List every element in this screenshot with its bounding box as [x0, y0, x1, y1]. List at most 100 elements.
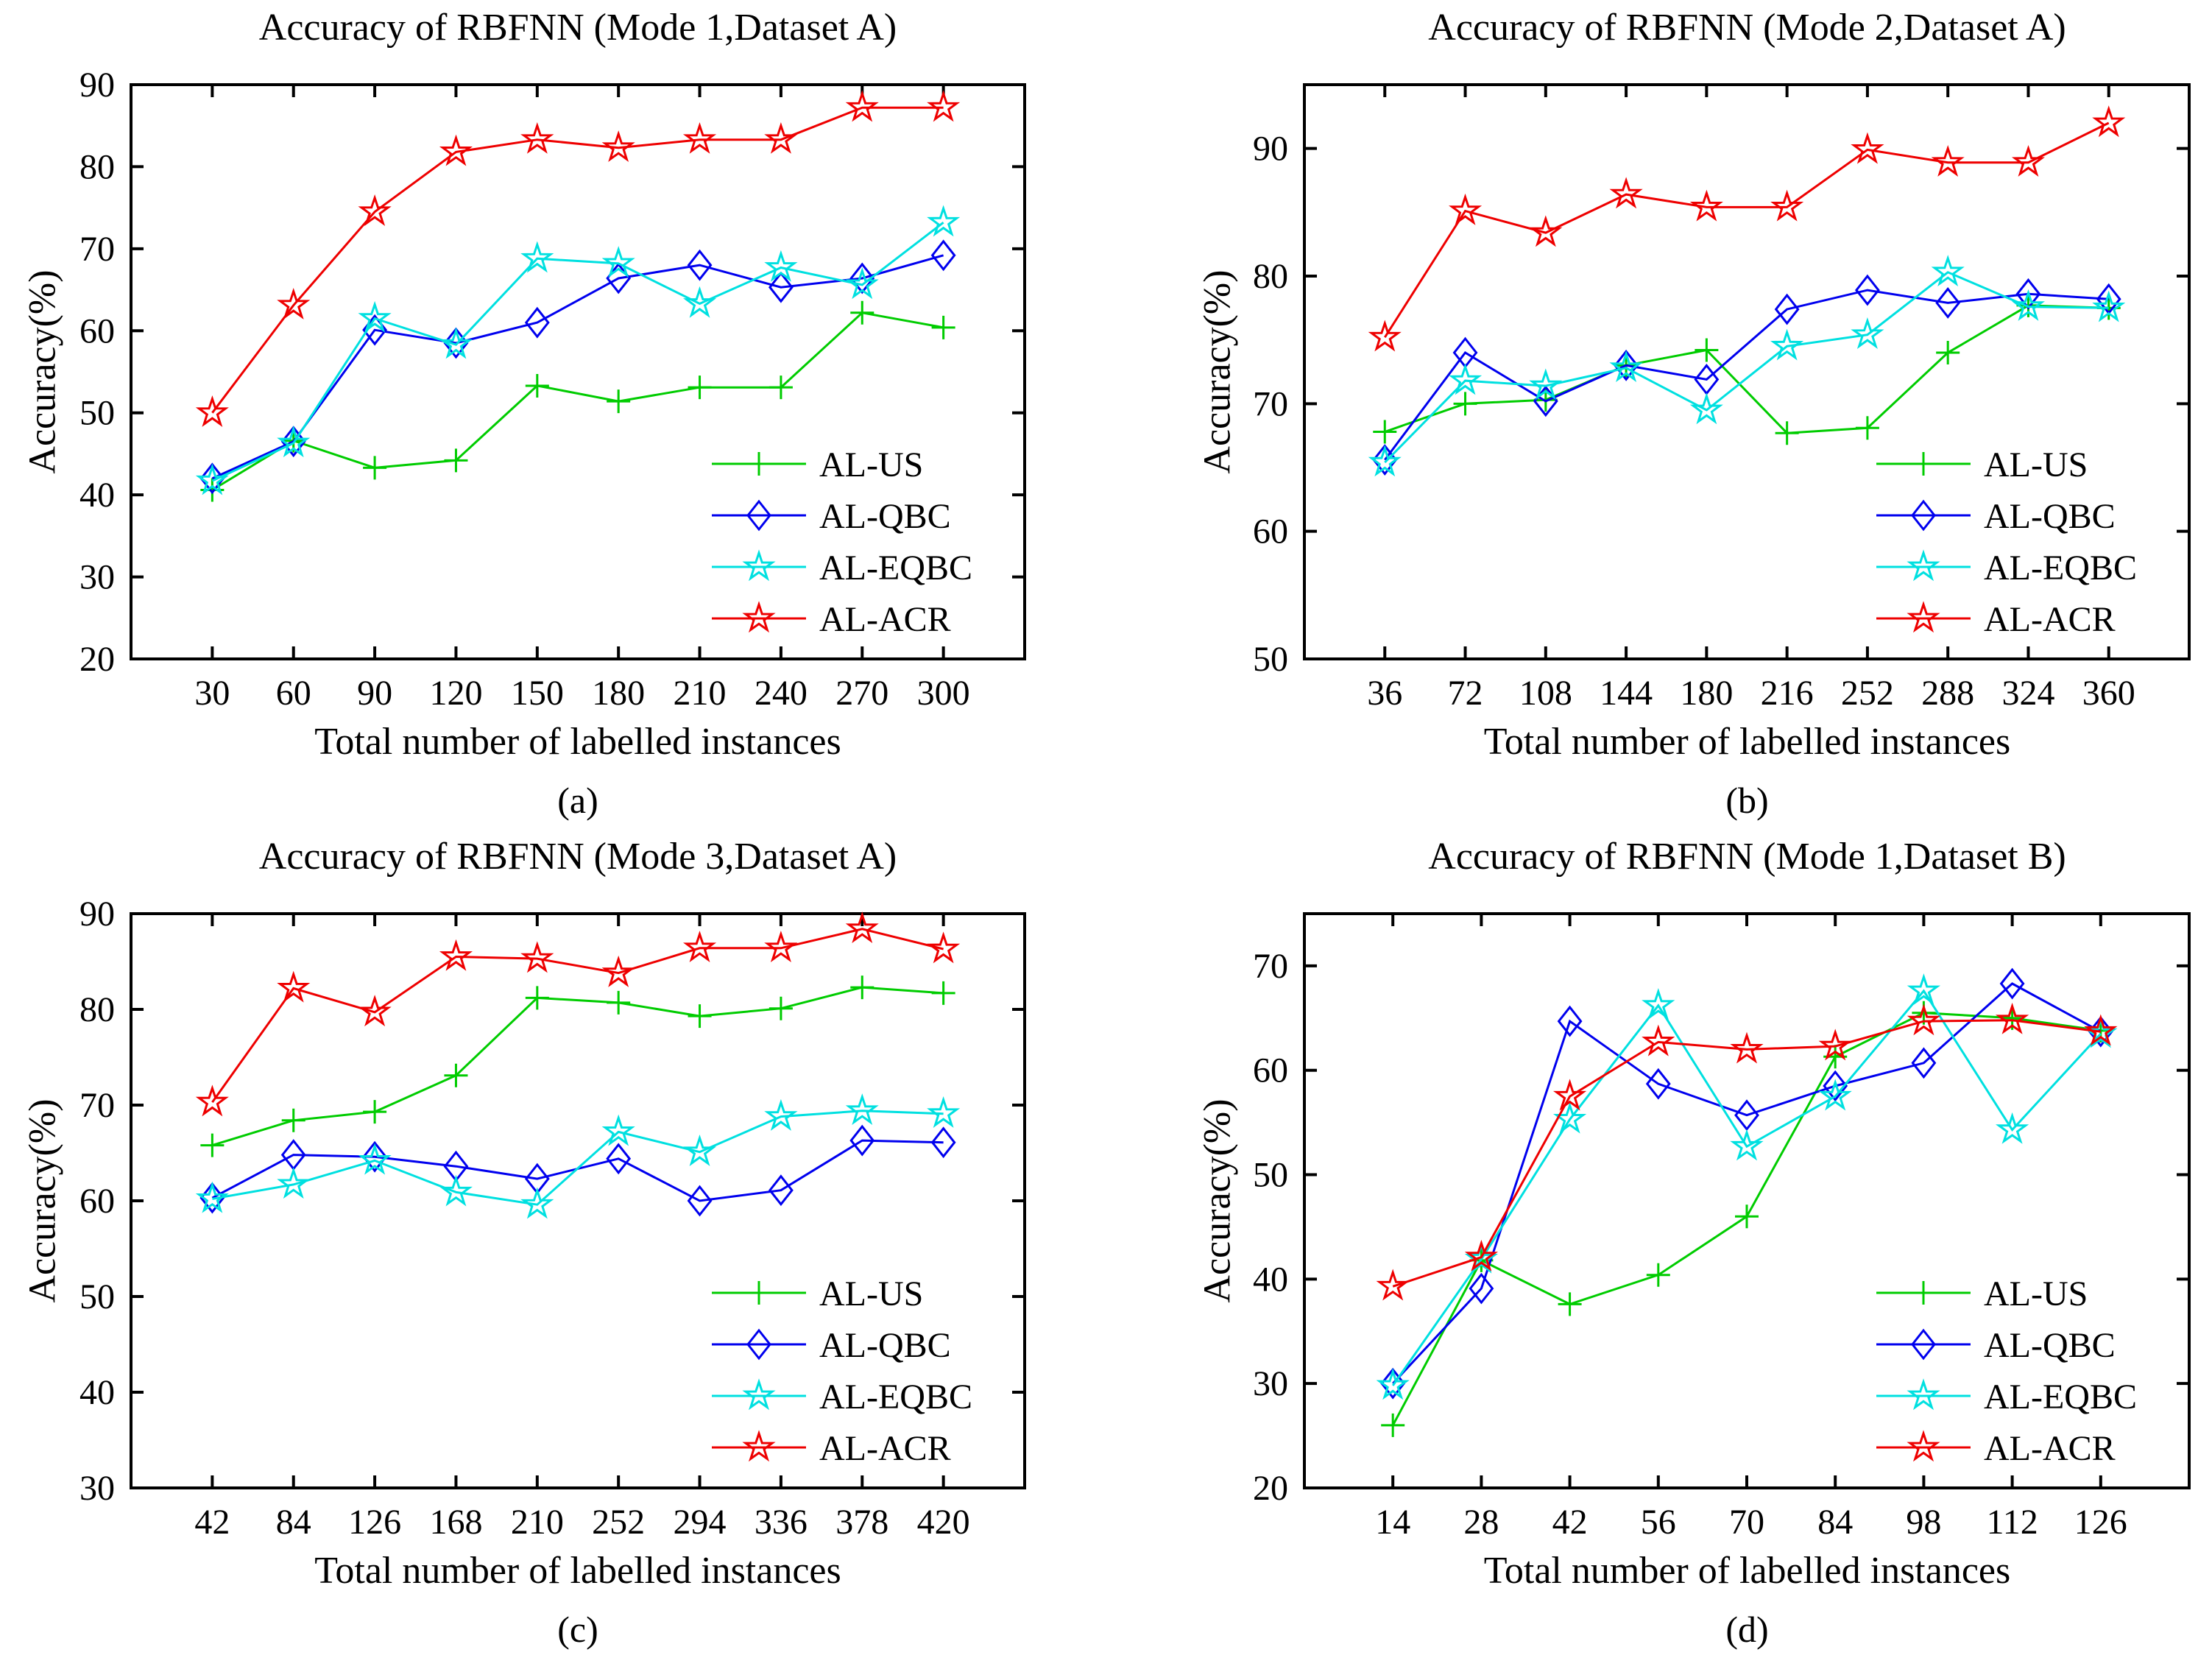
y-tick-label: 80: [1253, 257, 1288, 296]
pentagram-marker: [1730, 1129, 1764, 1161]
x-tick-label: 336: [755, 1503, 808, 1542]
plus-marker: [607, 990, 631, 1015]
x-tick-label: 168: [429, 1503, 482, 1542]
plus-marker: [688, 375, 712, 400]
diamond-marker: [606, 1143, 632, 1175]
pentagram-marker: [2011, 289, 2045, 321]
chart-c-title: Accuracy of RBFNN (Mode 3,Dataset A): [258, 836, 897, 878]
legend-label-al-acr: AL-ACR: [819, 1429, 951, 1468]
x-tick-label: 294: [674, 1503, 727, 1542]
x-tick-label: 252: [1841, 674, 1894, 713]
y-tick-label: 50: [79, 394, 115, 433]
pentagram-marker: [1609, 177, 1643, 209]
chart-a-y-axis-label: Accuracy(%): [21, 269, 64, 474]
y-tick-label: 20: [1253, 1469, 1288, 1508]
series-line-al-acr: [211, 106, 944, 414]
pentagram-marker: [1689, 189, 1723, 222]
pentagram-marker: [439, 327, 473, 359]
plus-marker: [444, 1063, 468, 1087]
series-line-al-eqbc: [1384, 271, 2109, 464]
x-tick-label: 180: [592, 674, 645, 713]
pentagram-marker: [439, 1174, 473, 1207]
pentagram-marker: [1730, 1031, 1764, 1064]
diamond-marker: [1854, 274, 1880, 306]
series-line-al-qbc: [1392, 982, 2102, 1385]
plus-marker: [688, 1004, 712, 1029]
plus-marker: [363, 456, 387, 480]
pentagram-marker: [1368, 320, 1402, 352]
x-tick-label: 210: [674, 674, 727, 713]
plus-marker: [525, 373, 549, 398]
diamond-marker: [1614, 349, 1639, 381]
plus-marker: [200, 1133, 225, 1157]
diamond-marker: [849, 1124, 875, 1157]
x-tick-label: 120: [429, 674, 482, 713]
plus-marker: [607, 389, 631, 414]
pentagram-marker: [520, 121, 554, 154]
pentagram-marker: [764, 931, 798, 963]
y-tick-label: 40: [1253, 1260, 1288, 1299]
plus-marker: [1775, 421, 1799, 445]
x-tick-label: 112: [1986, 1503, 2038, 1542]
pentagram-marker: [601, 246, 635, 278]
pentagram-marker: [764, 121, 798, 154]
x-tick-label: 360: [2082, 674, 2135, 713]
pentagram-marker: [1818, 1029, 1852, 1061]
pentagram-marker: [2011, 144, 2045, 177]
pentagram-marker: [764, 250, 798, 282]
y-tick-label: 90: [1253, 130, 1288, 169]
x-tick-label: 30: [194, 674, 230, 713]
y-tick-label: 70: [79, 230, 115, 269]
x-tick-label: 84: [276, 1503, 311, 1542]
x-tick-label: 216: [1761, 674, 1814, 713]
plus-marker: [747, 1281, 771, 1305]
legend-label-al-eqbc: AL-EQBC: [819, 1377, 972, 1417]
plus-marker: [850, 300, 874, 325]
pentagram-marker: [1907, 601, 1940, 633]
diamond-marker: [524, 306, 550, 339]
pentagram-marker: [1907, 1430, 1940, 1462]
pentagram-marker: [1449, 193, 1483, 225]
legend-label-al-acr: AL-ACR: [819, 600, 951, 639]
x-tick-label: 98: [1906, 1503, 1941, 1542]
pentagram-marker: [1851, 317, 1884, 349]
series-line-al-eqbc: [1391, 989, 2102, 1386]
y-tick-label: 50: [79, 1277, 115, 1316]
x-tick-label: 36: [1367, 674, 1402, 713]
pentagram-marker: [1995, 1112, 2029, 1144]
plus-marker: [1453, 392, 1477, 416]
series-line-al-us: [211, 311, 944, 491]
y-tick-label: 50: [1253, 640, 1288, 679]
series-line-al-acr: [1392, 1019, 2101, 1288]
legend-label-al-eqbc: AL-EQBC: [1984, 548, 2137, 588]
pentagram-marker: [845, 90, 879, 122]
plus-marker: [768, 996, 793, 1020]
legend-label-al-eqbc: AL-EQBC: [819, 548, 972, 588]
y-tick-label: 30: [79, 1469, 115, 1508]
diamond-marker: [199, 1182, 225, 1214]
x-tick-label: 72: [1448, 674, 1483, 713]
series-line-al-us: [1384, 304, 2109, 434]
pentagram-marker: [1464, 1239, 1499, 1271]
x-tick-label: 144: [1600, 674, 1653, 713]
series-line-al-qbc: [1384, 289, 2109, 461]
legend-label-al-eqbc: AL-EQBC: [1984, 1377, 2137, 1417]
plus-marker: [931, 315, 955, 339]
pentagram-marker: [1609, 350, 1643, 383]
x-tick-label: 324: [2001, 674, 2054, 713]
series-line-al-qbc: [211, 1139, 944, 1202]
plus-marker: [850, 976, 874, 1000]
x-tick-label: 150: [511, 674, 564, 713]
chart-d-y-axis-label: Accuracy(%): [1196, 1098, 1239, 1303]
pentagram-marker: [2084, 1014, 2118, 1046]
plot-box: [130, 83, 1026, 660]
pentagram-marker: [1931, 144, 1965, 177]
series-line-al-acr: [1384, 121, 2110, 339]
plus-marker: [931, 981, 955, 1005]
pentagram-marker: [195, 463, 229, 495]
diamond-marker: [1911, 499, 1936, 532]
diamond-marker: [1645, 1068, 1671, 1100]
plus-marker: [1695, 338, 1719, 362]
x-tick-label: 288: [1921, 674, 1974, 713]
y-tick-label: 60: [79, 1182, 115, 1221]
